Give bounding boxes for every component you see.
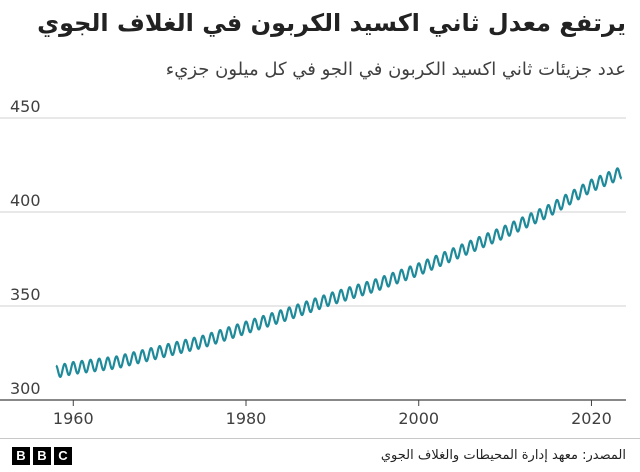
bbc-logo-letter-3: C <box>54 447 72 465</box>
source-note: المصدر: معهد إدارة المحيطات والغلاف الجو… <box>380 448 626 463</box>
bbc-logo-letter-1: B <box>12 447 30 465</box>
x-tick-label: 1960 <box>53 409 94 428</box>
bbc-logo-letter-2: B <box>33 447 51 465</box>
bbc-logo: B B C <box>12 447 72 465</box>
x-tick-label: 2000 <box>398 409 439 428</box>
y-tick-label: 350 <box>10 285 41 304</box>
chart-subtitle: عدد جزيئات ثاني اكسيد الكربون في الجو في… <box>165 59 626 80</box>
x-tick-label: 1980 <box>226 409 267 428</box>
footer-divider <box>0 438 640 439</box>
y-tick-label: 450 <box>10 97 41 116</box>
y-tick-label: 400 <box>10 191 41 210</box>
y-tick-label: 300 <box>10 379 41 398</box>
x-tick-label: 2020 <box>571 409 612 428</box>
chart-title: يرتفع معدل ثاني اكسيد الكربون في الغلاف … <box>37 9 626 37</box>
co2-series-line <box>55 167 623 378</box>
